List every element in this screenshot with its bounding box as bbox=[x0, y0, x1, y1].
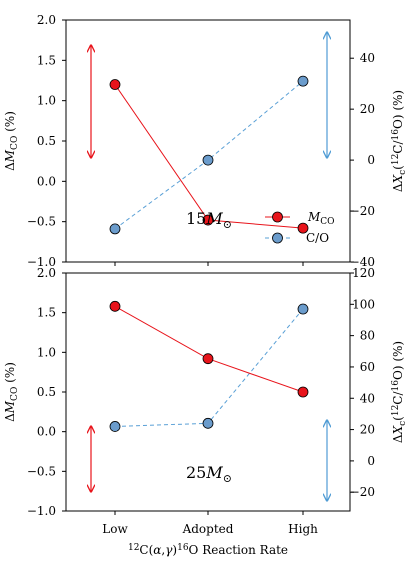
point-mco-adopted bbox=[202, 214, 214, 226]
point-co-low bbox=[109, 421, 121, 432]
ytick-label-left: 0.0 bbox=[37, 174, 56, 188]
ylabel-right-bottom: ΔXc(12C/16O) (%) bbox=[391, 341, 408, 443]
legend: MCO C/O bbox=[265, 210, 335, 245]
ytick-label-left: 2.0 bbox=[37, 266, 56, 280]
ytick-label-left: 1.0 bbox=[37, 94, 56, 108]
series-line-co bbox=[114, 308, 304, 427]
legend-co-marker bbox=[272, 232, 283, 244]
ytick-label-left: 1.0 bbox=[37, 345, 56, 359]
point-mco-low bbox=[109, 300, 121, 312]
point-co-adopted bbox=[202, 417, 214, 429]
ytick-label-right: 0 bbox=[367, 454, 375, 468]
ytick-label-right: 60 bbox=[360, 360, 375, 374]
xtick-label-high: High bbox=[288, 522, 318, 536]
ytick-label-left: −1.0 bbox=[27, 255, 56, 269]
ytick-label-left: 1.5 bbox=[37, 53, 56, 67]
ytick-label-left: 0.0 bbox=[37, 425, 56, 439]
xtick-label-low: Low bbox=[102, 522, 128, 536]
ytick-label-left: −0.5 bbox=[27, 464, 56, 478]
ytick-label-right: −20 bbox=[350, 204, 375, 218]
point-co-high bbox=[297, 75, 309, 87]
ytick-label-right: −40 bbox=[350, 255, 375, 269]
ylabel-right-top: ΔXc(12C/16O) (%) bbox=[391, 90, 408, 192]
point-co-low bbox=[109, 223, 121, 235]
xlabel: 12C(α,γ)16O Reaction Rate bbox=[128, 543, 288, 557]
ytick-label-right: 80 bbox=[360, 329, 375, 343]
legend-mco-marker bbox=[272, 211, 283, 223]
point-mco-adopted bbox=[202, 353, 214, 365]
ylabel-left-bottom: ΔMCO (%) bbox=[3, 362, 20, 422]
mass-annotation: 25M⊙ bbox=[186, 463, 232, 485]
ytick-label-right: 20 bbox=[360, 102, 375, 116]
xtick-label-adopted: Adopted bbox=[182, 522, 234, 536]
point-mco-high bbox=[297, 386, 309, 398]
ytick-label-left: 2.0 bbox=[37, 13, 56, 27]
ytick-label-right: 40 bbox=[360, 391, 375, 405]
point-co-high bbox=[297, 303, 309, 315]
ytick-label-right: 100 bbox=[352, 297, 375, 311]
ytick-label-right: 40 bbox=[360, 51, 375, 65]
series-line-mco bbox=[114, 305, 304, 393]
ytick-label-left: 0.5 bbox=[37, 385, 56, 399]
ytick-label-left: 1.5 bbox=[37, 306, 56, 320]
legend-mco-label: MCO bbox=[307, 210, 335, 227]
legend-co-label: C/O bbox=[306, 231, 329, 245]
ylabel-left-top: ΔMCO (%) bbox=[3, 111, 20, 171]
point-co-adopted bbox=[202, 154, 214, 166]
ytick-label-right: 120 bbox=[352, 266, 375, 280]
ytick-label-left: −1.0 bbox=[27, 504, 56, 518]
mass-annotation: 15M⊙ bbox=[186, 209, 232, 231]
ytick-label-right: 0 bbox=[367, 153, 375, 167]
ytick-label-right: −20 bbox=[350, 485, 375, 499]
point-mco-low bbox=[109, 79, 121, 90]
point-mco-high bbox=[297, 222, 309, 234]
panel-25msun: 2.0 1.5 1.0 0.5 0.0 −0.5 −1.0 120 100 80 60 40 20 0 −2… bbox=[27, 266, 375, 518]
ytick-label-left: 0.5 bbox=[37, 134, 56, 148]
ytick-label-right: 20 bbox=[360, 423, 375, 437]
ytick-label-left: −0.5 bbox=[27, 215, 56, 229]
